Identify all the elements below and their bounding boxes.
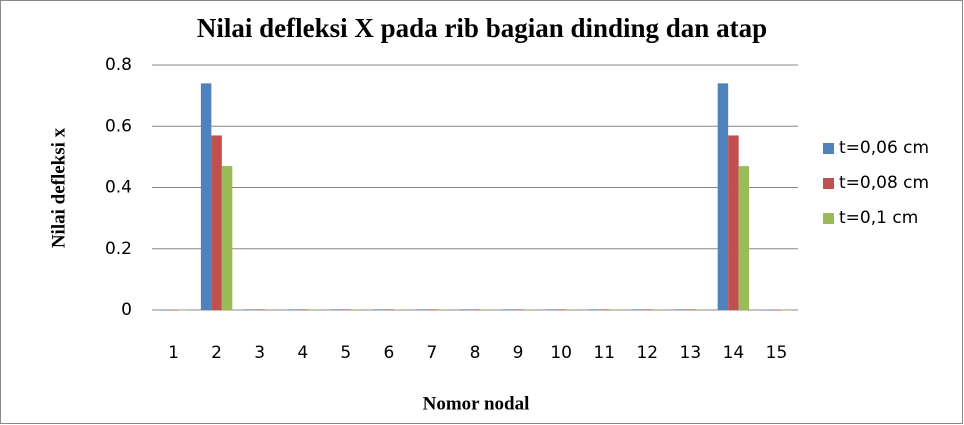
x-tick-label: 15 <box>766 343 788 363</box>
bar <box>211 135 222 310</box>
bar <box>545 309 556 310</box>
bar <box>781 310 793 311</box>
x-tick-label: 8 <box>470 343 481 363</box>
x-tick-label: 13 <box>680 343 702 363</box>
bar <box>480 309 491 310</box>
x-tick-label: 14 <box>723 343 745 363</box>
x-tick-label: 12 <box>636 343 658 363</box>
x-tick-label: 1 <box>168 343 179 363</box>
x-tick-label: 3 <box>254 343 265 363</box>
bar <box>383 309 395 310</box>
y-tick-label: 0.8 <box>105 55 132 75</box>
bar <box>631 309 643 310</box>
bar <box>469 309 481 310</box>
y-tick-label: 0.2 <box>105 239 132 259</box>
bar <box>717 83 729 310</box>
legend-marker <box>823 178 834 189</box>
x-tick-label: 6 <box>383 343 394 363</box>
bar <box>598 309 610 310</box>
bar <box>157 310 169 311</box>
x-tick-label: 10 <box>550 343 572 363</box>
bar <box>502 309 513 310</box>
bar <box>588 309 599 310</box>
bar <box>243 309 255 310</box>
bar <box>652 309 663 310</box>
x-tick-label: 4 <box>297 343 308 363</box>
bar <box>771 310 782 311</box>
bar <box>330 309 341 310</box>
legend-label: t=0,06 cm <box>839 138 929 158</box>
bar <box>642 309 653 310</box>
bar <box>287 309 298 310</box>
bar <box>738 166 750 310</box>
bar <box>200 83 212 310</box>
y-tick-label: 0 <box>121 300 132 320</box>
legend-marker <box>823 143 834 154</box>
legend-label: t=0,08 cm <box>839 173 929 193</box>
legend-label: t=0,1 cm <box>839 208 918 228</box>
bar <box>426 309 438 310</box>
bar <box>221 166 233 310</box>
bar <box>760 310 772 311</box>
bar <box>674 309 686 310</box>
bar <box>512 309 524 310</box>
bar <box>685 309 696 310</box>
bar <box>307 309 319 310</box>
x-tick-label: 7 <box>427 343 438 363</box>
x-tick-label: 9 <box>513 343 524 363</box>
bar <box>566 309 577 310</box>
bar <box>254 309 265 310</box>
chart-title: Nilai defleksi X pada rib bagian dinding… <box>197 13 767 43</box>
bar <box>728 135 739 310</box>
bar <box>178 310 190 311</box>
x-axis-title: Nomor nodal <box>423 393 530 414</box>
bar <box>695 309 707 310</box>
bar <box>523 309 534 310</box>
bar <box>340 309 352 310</box>
bar <box>264 309 276 310</box>
legend-marker <box>823 213 834 224</box>
bar <box>416 309 427 310</box>
y-tick-label: 0.4 <box>105 178 132 198</box>
bar <box>555 309 567 310</box>
bar <box>168 310 179 311</box>
bar <box>459 309 470 310</box>
y-axis-title: Nilai defleksi x <box>48 127 69 248</box>
y-tick-label: 0.6 <box>105 116 132 136</box>
x-tick-label: 11 <box>593 343 615 363</box>
bar <box>394 309 405 310</box>
bar <box>437 309 448 310</box>
bar <box>351 309 362 310</box>
bar <box>297 309 308 310</box>
x-tick-label: 2 <box>211 343 222 363</box>
bar <box>609 309 620 310</box>
x-tick-label: 5 <box>340 343 351 363</box>
bar <box>373 309 384 310</box>
